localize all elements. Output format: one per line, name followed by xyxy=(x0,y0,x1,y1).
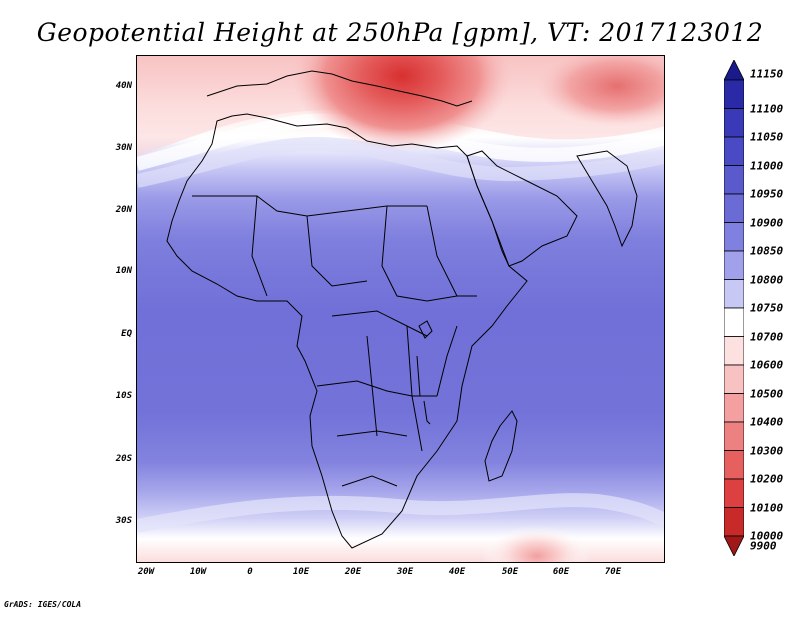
colorbar-label: 10500 xyxy=(750,387,784,400)
colorbar-label: 10600 xyxy=(750,358,784,372)
lon-label: 10W xyxy=(189,567,207,577)
colorbar-swatch xyxy=(724,450,744,480)
colorbar-label: 10700 xyxy=(750,330,784,343)
colorbar-label: 11150 xyxy=(750,67,784,81)
geopotential-field xyxy=(137,56,664,562)
lon-label: 50E xyxy=(501,567,519,577)
colorbar-swatch xyxy=(724,307,744,337)
lat-label: EQ xyxy=(121,329,132,339)
credit-text: GrADS: IGES/COLA xyxy=(4,600,82,609)
colorbar-label: 10200 xyxy=(750,472,784,486)
lon-label: 40E xyxy=(448,567,466,577)
colorbar-label: 9900 xyxy=(750,539,777,553)
lat-label: 20S xyxy=(115,454,132,464)
colorbar-swatch xyxy=(724,60,744,81)
colorbar-swatch xyxy=(724,507,744,537)
map-plot-area xyxy=(136,55,665,563)
colorbar-swatch xyxy=(724,165,744,195)
colorbar-label: 10300 xyxy=(750,444,784,457)
colorbar-swatch xyxy=(724,250,744,280)
colorbar-swatches xyxy=(724,60,744,556)
lat-label: 10N xyxy=(115,266,132,276)
colorbar-label: 10850 xyxy=(750,244,784,258)
colorbar-label: 10100 xyxy=(750,501,784,514)
colorbar-label: 11050 xyxy=(750,130,784,144)
colorbar-swatch xyxy=(724,364,744,394)
colorbar-swatch xyxy=(724,222,744,252)
colorbar-label: 10400 xyxy=(750,415,784,429)
colorbar-swatch xyxy=(724,193,744,223)
lat-label: 30N xyxy=(115,143,132,153)
lon-label: 20W xyxy=(137,567,155,577)
coastline-outline xyxy=(166,70,638,549)
colorbar-swatch xyxy=(724,108,744,138)
map-title: Geopotential Height at 250hPa [gpm], VT:… xyxy=(36,18,764,47)
lat-label: 30S xyxy=(115,516,132,526)
colorbar-swatch xyxy=(724,478,744,508)
colorbar xyxy=(724,60,744,556)
colorbar-label: 10950 xyxy=(750,187,784,201)
colorbar-label: 10000 xyxy=(750,529,784,543)
lat-label: 10S xyxy=(115,391,132,401)
lon-label: 20E xyxy=(344,567,362,577)
lon-label: 70E xyxy=(604,567,622,577)
colorbar-swatch xyxy=(724,136,744,166)
lon-label: 30E xyxy=(396,567,414,577)
colorbar-label: 10800 xyxy=(750,273,784,286)
colorbar-swatch xyxy=(724,79,744,109)
colorbar-label: 11100 xyxy=(750,102,784,115)
colorbar-swatch xyxy=(724,393,744,423)
colorbar-swatch xyxy=(724,421,744,451)
colorbar-label: 10900 xyxy=(750,216,784,229)
lon-label: 60E xyxy=(552,567,570,577)
lat-label: 20N xyxy=(115,205,132,215)
lon-label: 10E xyxy=(292,567,310,577)
lat-label: 40N xyxy=(115,81,132,91)
colorbar-label: 10750 xyxy=(750,301,784,315)
colorbar-swatch xyxy=(724,336,744,366)
colorbar-label: 11000 xyxy=(750,159,784,172)
colorbar-swatch xyxy=(724,279,744,309)
colorbar-swatch xyxy=(724,535,744,556)
lon-label: 0 xyxy=(247,567,253,577)
